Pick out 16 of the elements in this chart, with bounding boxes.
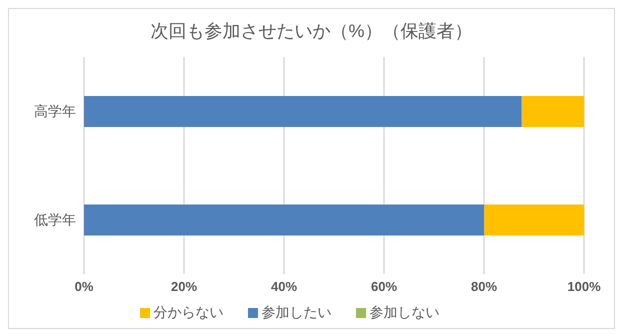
x-tick-label: 100% [567, 279, 602, 294]
legend-label: 参加したい [262, 304, 332, 320]
legend-label: 参加しない [370, 304, 440, 320]
chart-title: 次回も参加させたいか（%）（保護者） [149, 20, 474, 43]
legend-label: 分からない [154, 304, 224, 320]
x-tick-label: 40% [270, 279, 298, 294]
y-tick-label: 低学年 [34, 212, 76, 228]
x-tick-label: 60% [370, 279, 398, 294]
x-tick-label: 0% [74, 279, 94, 294]
bar [484, 204, 584, 236]
x-tick-label: 80% [470, 279, 498, 294]
bar [84, 96, 522, 127]
bar [522, 96, 584, 127]
x-tick-label: 20% [170, 279, 198, 294]
bar [84, 204, 484, 236]
y-tick-label: 高学年 [34, 103, 76, 120]
